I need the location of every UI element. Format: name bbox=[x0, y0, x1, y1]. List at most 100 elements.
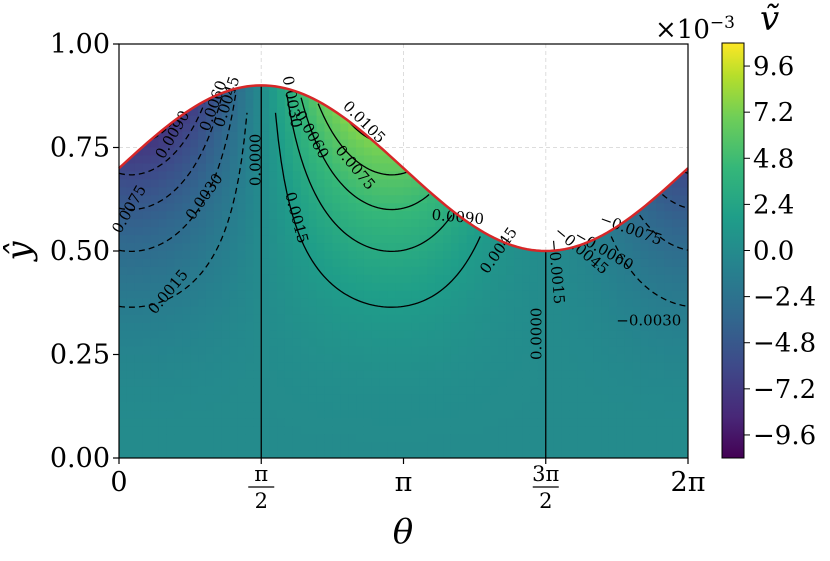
field-cell bbox=[411, 442, 420, 451]
field-cell bbox=[237, 227, 247, 236]
field-cell bbox=[269, 195, 278, 204]
field-cell bbox=[126, 282, 136, 292]
field-cell bbox=[648, 306, 657, 316]
field-cell bbox=[245, 306, 254, 316]
field-cell bbox=[300, 450, 310, 459]
field-cell bbox=[292, 322, 302, 332]
field-cell bbox=[664, 370, 673, 379]
field-cell bbox=[427, 370, 436, 379]
field-cell bbox=[332, 386, 341, 395]
field-cell bbox=[292, 306, 302, 316]
field-cell bbox=[245, 243, 254, 252]
field-cell bbox=[363, 203, 373, 212]
field-cell bbox=[656, 235, 665, 244]
field-cell bbox=[379, 163, 389, 172]
field-cell bbox=[261, 147, 270, 157]
field-cell bbox=[190, 274, 199, 284]
field-cell bbox=[553, 314, 563, 324]
field-cell bbox=[577, 251, 586, 260]
field-cell bbox=[624, 243, 634, 252]
field-cell bbox=[403, 235, 412, 244]
field-cell bbox=[656, 434, 665, 443]
field-cell bbox=[213, 179, 223, 188]
field-cell bbox=[277, 298, 286, 308]
field-cell bbox=[371, 330, 381, 340]
field-cell bbox=[474, 330, 484, 340]
field-cell bbox=[261, 378, 270, 387]
field-cell bbox=[371, 155, 381, 165]
field-cell bbox=[213, 211, 223, 220]
field-cell bbox=[545, 322, 555, 332]
field-cell bbox=[221, 258, 231, 268]
field-cell bbox=[640, 354, 650, 364]
field-cell bbox=[190, 266, 199, 276]
field-cell bbox=[656, 442, 665, 451]
field-cell bbox=[253, 155, 262, 165]
field-cell bbox=[363, 370, 373, 379]
field-cell bbox=[158, 370, 168, 379]
field-cell bbox=[119, 235, 128, 244]
field-cell bbox=[561, 394, 571, 403]
field-cell bbox=[316, 171, 326, 180]
field-cell bbox=[395, 274, 405, 284]
field-cell bbox=[277, 85, 286, 93]
field-cell bbox=[198, 354, 207, 364]
field-cell bbox=[340, 251, 349, 260]
field-cell bbox=[648, 410, 657, 419]
field-cell bbox=[443, 338, 452, 348]
field-cell bbox=[253, 362, 262, 372]
field-cell bbox=[213, 410, 223, 419]
field-cell bbox=[593, 442, 602, 451]
field-cell bbox=[340, 282, 349, 292]
field-cell bbox=[174, 314, 183, 324]
field-cell bbox=[316, 266, 326, 276]
field-cell bbox=[205, 219, 215, 228]
colorbar-tick-label: −4.8 bbox=[753, 329, 816, 359]
field-cell bbox=[205, 274, 215, 284]
field-cell bbox=[371, 298, 381, 308]
field-cell bbox=[435, 266, 444, 276]
field-cell bbox=[458, 227, 468, 236]
field-cell bbox=[292, 147, 302, 157]
field-cell bbox=[277, 147, 286, 157]
field-cell bbox=[237, 115, 247, 125]
field-cell bbox=[553, 266, 563, 276]
field-cell bbox=[190, 147, 199, 157]
field-cell bbox=[229, 227, 239, 236]
field-cell bbox=[458, 426, 468, 435]
field-cell bbox=[585, 314, 594, 324]
field-cell bbox=[419, 322, 428, 332]
field-cell bbox=[403, 386, 412, 395]
field-cell bbox=[680, 322, 688, 332]
contour-line bbox=[119, 94, 237, 253]
field-cell bbox=[284, 394, 294, 403]
field-cell bbox=[190, 330, 199, 340]
y-tick-label: 0.50 bbox=[50, 236, 110, 267]
field-cell bbox=[119, 322, 128, 332]
field-cell bbox=[221, 314, 231, 324]
field-cell bbox=[308, 266, 318, 276]
field-cell bbox=[142, 346, 152, 356]
field-cell bbox=[245, 386, 254, 395]
field-cell bbox=[284, 386, 294, 395]
contour-label: 0.0000 bbox=[527, 308, 545, 361]
field-cell bbox=[134, 171, 144, 180]
field-cell bbox=[435, 370, 444, 379]
field-cell bbox=[553, 410, 563, 419]
colorbar-tick-label: 0.0 bbox=[753, 237, 794, 267]
field-cell bbox=[624, 330, 634, 340]
field-cell bbox=[474, 442, 484, 451]
field-cell bbox=[213, 394, 223, 403]
field-cell bbox=[545, 330, 555, 340]
field-cell bbox=[664, 258, 673, 268]
field-cell bbox=[585, 290, 594, 300]
field-cell bbox=[213, 402, 223, 411]
field-cell bbox=[284, 306, 294, 316]
field-cell bbox=[498, 274, 507, 284]
field-cell bbox=[656, 282, 665, 292]
field-cell bbox=[529, 386, 539, 395]
field-cell bbox=[569, 418, 578, 427]
field-cell bbox=[411, 450, 420, 459]
field-cell bbox=[569, 426, 578, 435]
